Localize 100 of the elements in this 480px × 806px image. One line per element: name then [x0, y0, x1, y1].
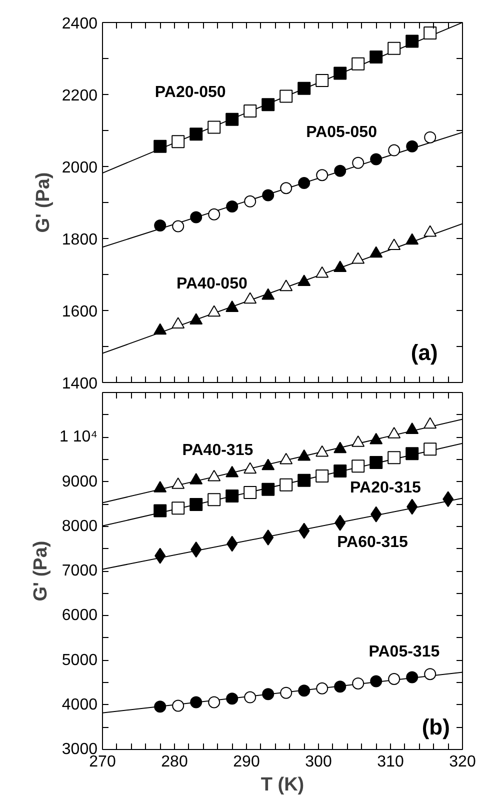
y-tick-label: 9000 [62, 473, 98, 490]
point [154, 481, 167, 492]
point [352, 252, 365, 264]
point [244, 486, 257, 499]
x-tick-label: 290 [233, 754, 260, 770]
point [370, 50, 383, 64]
point [334, 66, 347, 80]
y-tick-label: 6000 [62, 607, 98, 624]
point [298, 82, 311, 95]
point [370, 432, 383, 444]
point [316, 682, 328, 694]
point [388, 451, 401, 464]
point [352, 460, 365, 473]
point [406, 34, 419, 48]
point [388, 144, 400, 156]
point [190, 696, 202, 708]
y-tick-label: 1600 [62, 304, 98, 320]
point [226, 200, 238, 212]
point [424, 442, 437, 456]
point [424, 417, 437, 429]
point [316, 445, 329, 457]
point [406, 671, 418, 684]
x-tick-label: 280 [161, 754, 188, 770]
point [244, 462, 257, 474]
y-tick-label: 2200 [62, 88, 98, 104]
point [190, 313, 203, 325]
point [352, 57, 365, 70]
point [280, 452, 293, 464]
annotation: PA60-315 [337, 534, 408, 551]
point [352, 436, 365, 447]
point [190, 128, 203, 141]
point [334, 442, 347, 454]
point [262, 458, 275, 470]
annotation: (b) [422, 714, 450, 740]
point [334, 680, 346, 693]
point [370, 456, 383, 470]
y-axis-title: G' (Pa) [30, 540, 52, 602]
point [226, 300, 239, 312]
y-tick-label: 1 10⁴ [59, 428, 98, 446]
x-tick-label: 300 [305, 754, 332, 770]
point [424, 668, 436, 680]
y-tick-label: 4000 [62, 696, 98, 714]
annotation: PA05-315 [368, 644, 440, 661]
point [406, 422, 419, 434]
point [154, 220, 166, 232]
point [208, 305, 221, 317]
annotation: PA20-315 [350, 479, 421, 496]
point [298, 449, 311, 461]
point [226, 466, 239, 478]
point [280, 280, 293, 292]
point [154, 504, 167, 518]
point [154, 140, 167, 153]
point [406, 447, 419, 460]
annotation: PA05-050 [306, 124, 378, 141]
point [172, 220, 184, 232]
point [262, 189, 274, 202]
point [370, 675, 382, 688]
point [352, 156, 364, 169]
point [190, 498, 203, 512]
y-tick-label: 8000 [62, 518, 98, 535]
y-tick-label: 7000 [62, 562, 98, 580]
point [316, 169, 328, 182]
point [298, 474, 311, 487]
point [226, 692, 238, 705]
point [370, 153, 382, 166]
x-tick-label: 310 [377, 754, 404, 770]
point [172, 700, 184, 712]
point [262, 688, 274, 700]
point [298, 274, 311, 286]
point [424, 131, 436, 144]
y-axis-title: G' (Pa) [32, 172, 54, 233]
point [154, 700, 166, 713]
point [190, 472, 203, 484]
point [424, 26, 437, 40]
point [208, 208, 220, 220]
point [352, 677, 364, 690]
point [262, 288, 275, 300]
point [370, 246, 383, 258]
point [226, 490, 239, 503]
point [244, 292, 257, 304]
point [388, 42, 401, 55]
point [280, 90, 293, 103]
point [298, 177, 310, 190]
point [172, 135, 185, 148]
point [280, 478, 293, 492]
point [244, 104, 257, 118]
y-tick-label: 1800 [62, 232, 98, 248]
annotation: PA40-315 [182, 442, 254, 459]
point [406, 140, 418, 152]
y-tick-label: 2000 [62, 160, 98, 176]
annotation: PA40-050 [176, 275, 248, 292]
point [172, 502, 185, 515]
point [334, 464, 347, 478]
point [388, 238, 401, 250]
point [298, 684, 310, 697]
point [262, 98, 275, 112]
point [172, 477, 185, 489]
y-tick-label: 1400 [62, 376, 98, 392]
point [316, 266, 329, 278]
point [280, 182, 292, 194]
